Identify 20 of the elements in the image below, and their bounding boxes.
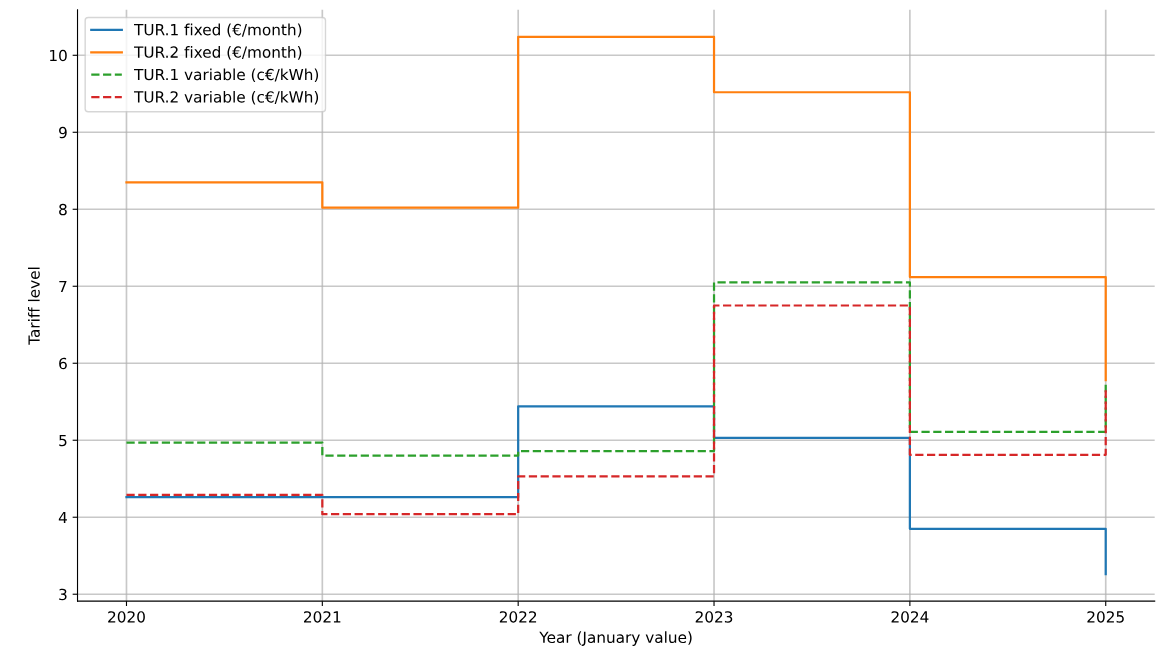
- x-tick-label: 2024: [891, 611, 929, 623]
- x-tick-label: 2020: [108, 611, 145, 623]
- legend-label: TUR.1 fixed (€/month): [134, 23, 302, 38]
- y-tick-label: 10: [50, 49, 67, 62]
- x-axis-title: Year (January value): [539, 631, 692, 646]
- y-tick-label: 3: [59, 588, 67, 601]
- legend-label: TUR.2 fixed (€/month): [134, 46, 302, 60]
- x-tick-label: 2023: [695, 611, 733, 623]
- y-tick-label: 4: [58, 511, 67, 524]
- y-tick-label: 9: [59, 126, 67, 139]
- x-tick-label: 2025: [1087, 611, 1124, 623]
- y-axis-title: Tariff level: [28, 267, 40, 345]
- legend-label: TUR.1 variable (c€/kWh): [134, 68, 319, 83]
- x-tick-label: 2021: [304, 611, 341, 623]
- y-tick-label: 7: [59, 280, 67, 293]
- legend-label: TUR.2 variable (c€/kWh): [134, 90, 319, 105]
- y-tick-label: 5: [59, 434, 67, 447]
- y-tick-label: 6: [59, 357, 67, 370]
- y-tick-label: 8: [59, 203, 67, 216]
- x-tick-label: 2022: [499, 611, 537, 623]
